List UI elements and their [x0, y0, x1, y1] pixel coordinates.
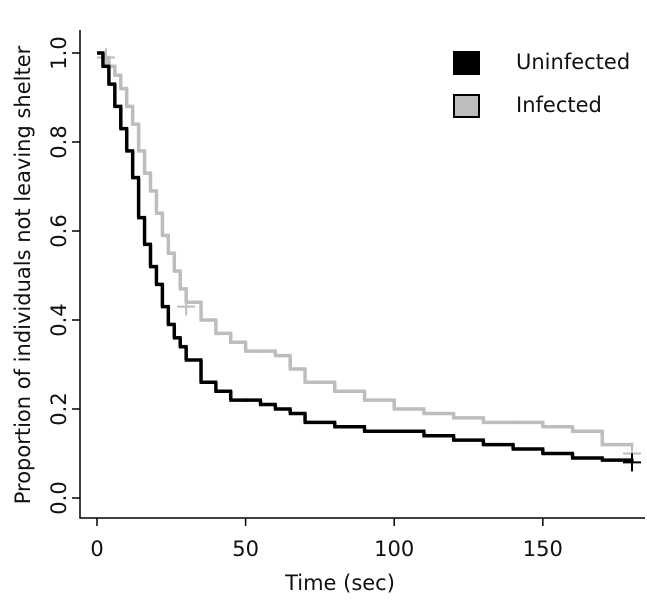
censor-mark: [177, 297, 196, 316]
x-axis-title: Time (sec): [284, 571, 395, 595]
y-tick-label: 0.4: [47, 303, 71, 336]
y-tick-label: 1.0: [47, 36, 71, 69]
x-tick-label: 100: [374, 537, 414, 561]
y-tick-label: 0.6: [47, 214, 71, 247]
legend-label: Uninfected: [516, 50, 630, 74]
x-tick-label: 50: [232, 537, 259, 561]
censor-mark: [96, 48, 115, 67]
y-tick-label: 0.2: [47, 392, 71, 425]
y-tick-label: 0.0: [47, 481, 71, 514]
axes-frame: [79, 30, 645, 519]
legend-swatch: [453, 51, 480, 75]
legend-label: Infected: [516, 93, 602, 117]
censor-mark: [623, 453, 641, 472]
x-tick-label: 0: [90, 537, 103, 561]
legend-swatch: [453, 94, 480, 118]
x-tick-label: 150: [523, 537, 563, 561]
y-axis-title: Proportion of individuals not leaving sh…: [11, 45, 35, 504]
y-tick-label: 0.8: [47, 125, 71, 158]
